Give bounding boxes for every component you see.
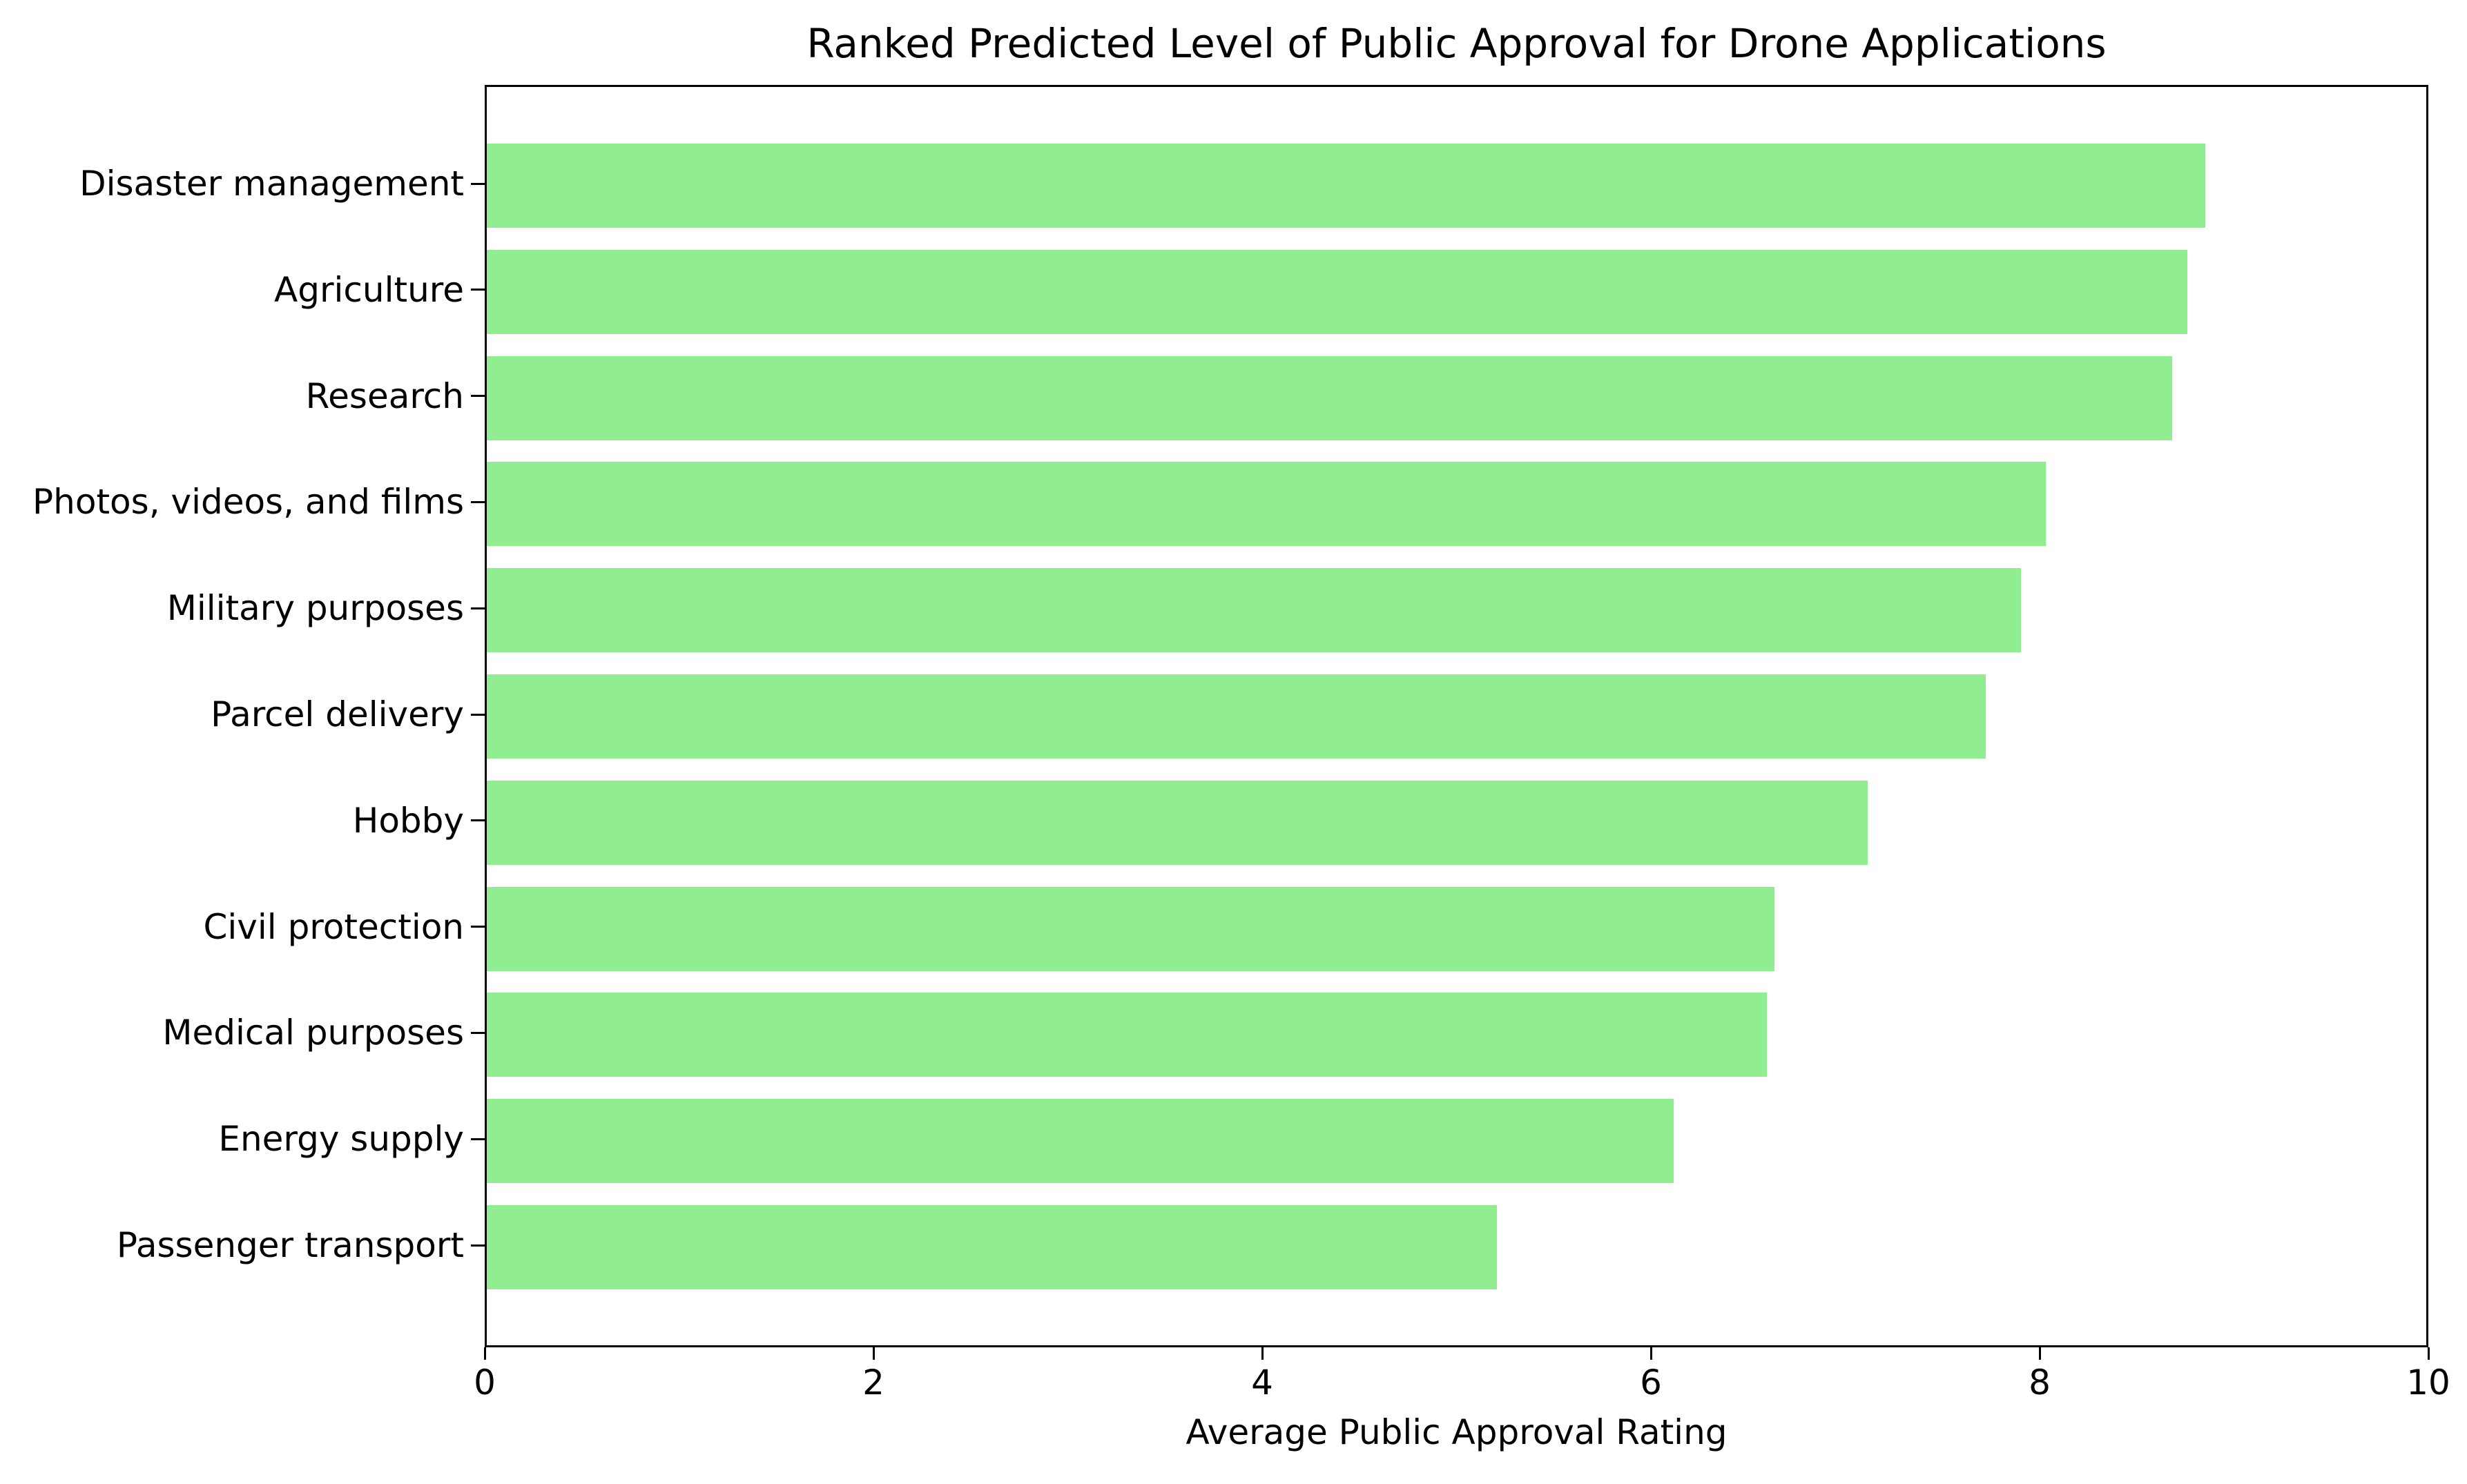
bar-energy-supply	[487, 1099, 1674, 1184]
y-tick-label-research: Research	[305, 375, 464, 416]
y-tick-mark	[471, 395, 485, 398]
bar-agriculture	[487, 249, 2188, 334]
bar-medical-purposes	[487, 993, 1767, 1077]
plot-area	[485, 85, 2428, 1347]
y-tick-mark	[471, 182, 485, 185]
y-tick-label-passenger-transport: Passenger transport	[116, 1225, 464, 1265]
y-tick-label-military-purposes: Military purposes	[166, 588, 464, 629]
bar-disaster-management	[487, 144, 2205, 228]
y-tick-mark	[471, 713, 485, 716]
chart-title: Ranked Predicted Level of Public Approva…	[806, 20, 2107, 67]
y-tick-mark	[471, 819, 485, 822]
x-tick-mark	[483, 1347, 486, 1360]
y-tick-mark	[471, 1031, 485, 1034]
y-tick-label-hobby: Hobby	[352, 800, 464, 841]
bar-parcel-delivery	[487, 674, 1986, 759]
x-axis-label: Average Public Approval Rating	[1186, 1412, 1728, 1452]
y-tick-label-agriculture: Agriculture	[274, 269, 464, 310]
x-tick-mark	[872, 1347, 875, 1360]
y-tick-label-energy-supply: Energy supply	[218, 1119, 464, 1160]
y-tick-label-parcel-delivery: Parcel delivery	[211, 694, 464, 734]
x-tick-mark	[2038, 1347, 2041, 1360]
x-tick-label-2: 2	[862, 1363, 884, 1403]
y-tick-mark	[471, 607, 485, 609]
x-tick-label-8: 8	[2029, 1363, 2051, 1403]
x-tick-label-10: 10	[2406, 1363, 2450, 1403]
bar-military-purposes	[487, 568, 2021, 653]
y-tick-label-photos-videos-and-films: Photos, videos, and films	[32, 482, 464, 523]
bar-research	[487, 355, 2173, 440]
y-tick-mark	[471, 1138, 485, 1140]
x-tick-label-6: 6	[1640, 1363, 1662, 1403]
y-tick-label-disaster-management: Disaster management	[79, 164, 464, 204]
x-tick-mark	[2427, 1347, 2430, 1360]
x-tick-mark	[1649, 1347, 1652, 1360]
y-tick-mark	[471, 500, 485, 503]
bar-passenger-transport	[487, 1205, 1498, 1289]
y-tick-mark	[471, 1244, 485, 1247]
y-tick-mark	[471, 926, 485, 928]
x-tick-mark	[1261, 1347, 1264, 1360]
bar-hobby	[487, 780, 1868, 865]
bar-civil-protection	[487, 886, 1775, 971]
bar-photos-videos-and-films	[487, 462, 2047, 547]
y-tick-label-medical-purposes: Medical purposes	[162, 1013, 464, 1053]
y-tick-mark	[471, 289, 485, 291]
x-tick-label-4: 4	[1251, 1363, 1273, 1403]
x-tick-label-0: 0	[474, 1363, 496, 1403]
y-tick-label-civil-protection: Civil protection	[203, 906, 465, 947]
